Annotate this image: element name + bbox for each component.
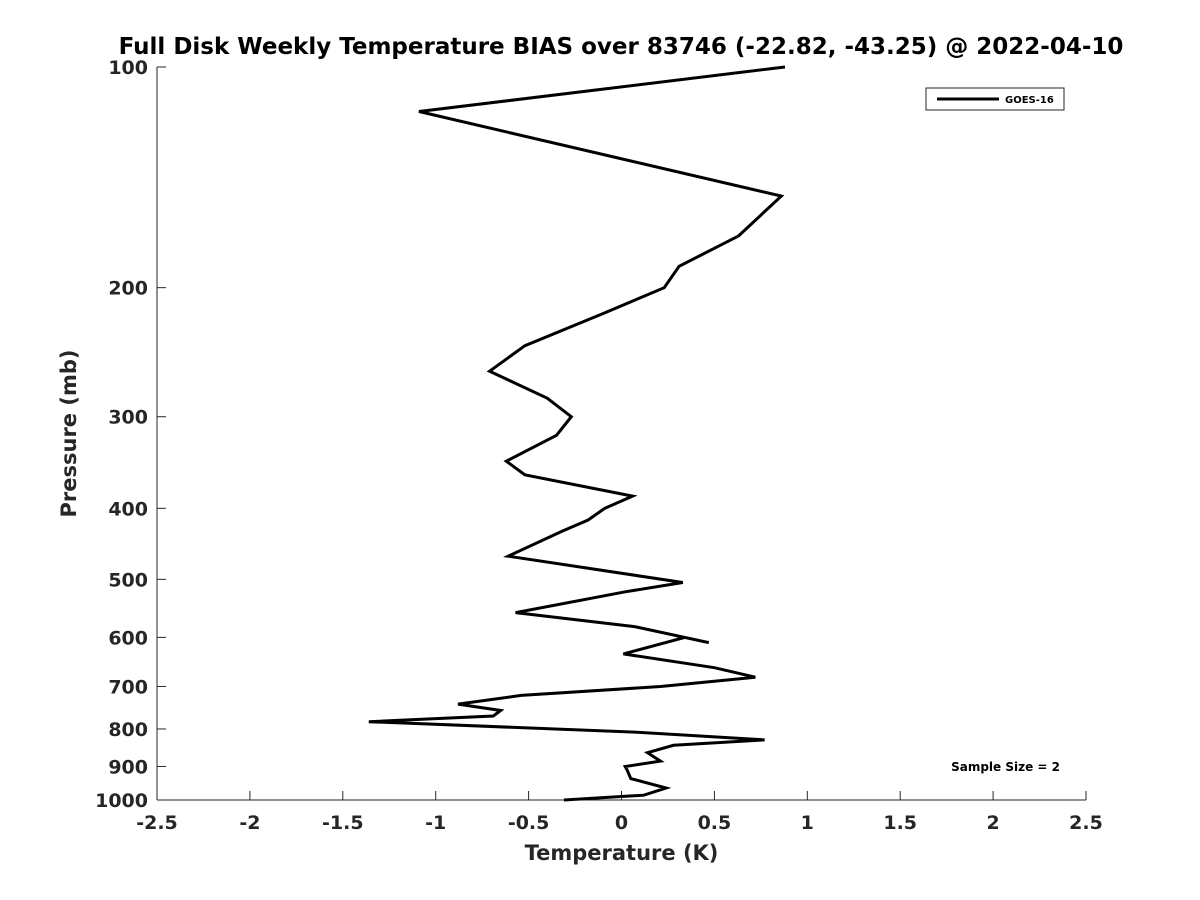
series-layer bbox=[368, 65, 786, 802]
legend: GOES-16 bbox=[925, 87, 1065, 111]
y-tick-label: 500 bbox=[108, 569, 148, 591]
y-axis-ticks: 100 200 300 400 500 600 700 800 900 1000 bbox=[95, 57, 166, 812]
x-tick-label: -0.5 bbox=[508, 812, 550, 834]
y-tick-label: 200 bbox=[108, 278, 148, 300]
series-line-goes-16 bbox=[368, 65, 786, 802]
x-tick-label: -2 bbox=[239, 812, 260, 834]
y-tick-label: 400 bbox=[108, 498, 148, 520]
x-tick-label: -2.5 bbox=[136, 812, 178, 834]
x-tick-label: -1.5 bbox=[322, 812, 364, 834]
plot-background bbox=[157, 67, 1086, 800]
legend-label-goes-16: GOES-16 bbox=[1005, 95, 1054, 106]
y-tick-label: 900 bbox=[108, 756, 148, 778]
y-tick-label: 100 bbox=[108, 57, 148, 79]
y-tick-label: 700 bbox=[108, 676, 148, 698]
y-tick-label: 1000 bbox=[95, 790, 148, 812]
x-axis-ticks: -2.5 -2 -1.5 -1 -0.5 0 0.5 1 1.5 2 2.5 bbox=[136, 791, 1103, 834]
sample-size-annotation: Sample Size = 2 bbox=[951, 760, 1060, 774]
x-tick-label: 1.5 bbox=[883, 812, 917, 834]
x-tick-label: 0.5 bbox=[698, 812, 732, 834]
x-tick-label: 2 bbox=[986, 812, 999, 834]
plot-area bbox=[156, 67, 1086, 801]
x-tick-label: 0 bbox=[615, 812, 628, 834]
y-tick-label: 600 bbox=[108, 627, 148, 649]
x-tick-label: 2.5 bbox=[1069, 812, 1103, 834]
y-tick-label: 800 bbox=[108, 719, 148, 741]
x-axis-title: Temperature (K) bbox=[525, 841, 719, 865]
x-tick-label: 1 bbox=[801, 812, 814, 834]
y-axis-title: Pressure (mb) bbox=[57, 350, 81, 518]
x-tick-label: -1 bbox=[425, 812, 446, 834]
chart-title: Full Disk Weekly Temperature BIAS over 8… bbox=[119, 34, 1124, 60]
y-tick-label: 300 bbox=[108, 407, 148, 429]
